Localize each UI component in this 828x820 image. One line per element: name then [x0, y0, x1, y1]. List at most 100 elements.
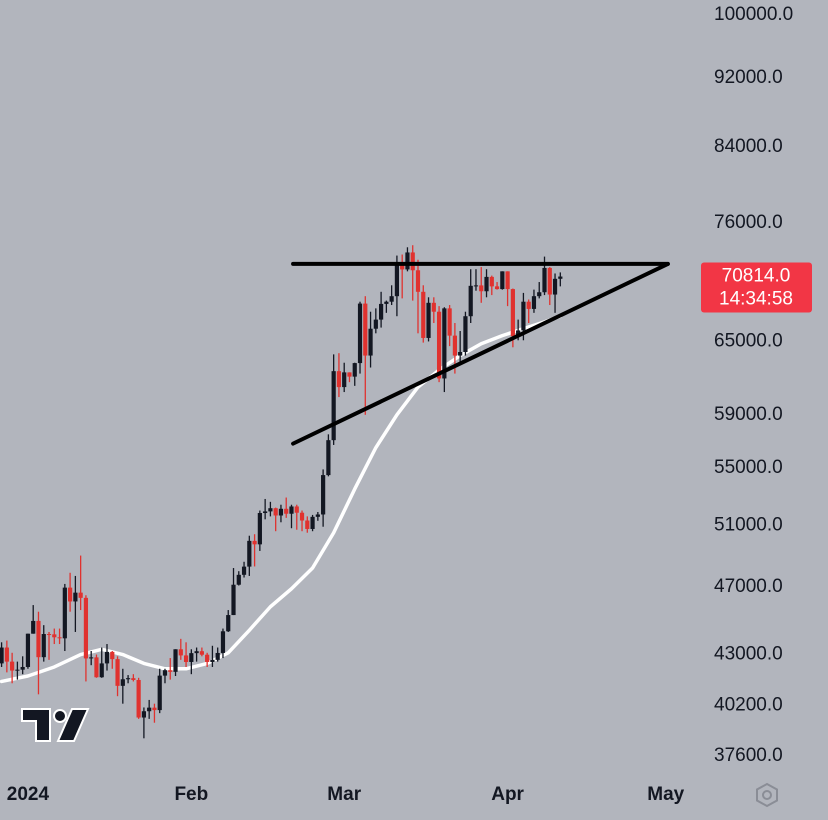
candle-body	[0, 647, 4, 664]
candle-body	[4, 647, 9, 662]
candle-body	[289, 506, 294, 514]
candle-body	[15, 669, 20, 671]
y-tick-label: 55000.0	[714, 457, 783, 478]
candle-body	[194, 651, 199, 654]
candle-body	[257, 513, 262, 545]
logo-slash	[56, 708, 90, 742]
candle-body	[168, 670, 173, 672]
candle-body	[226, 615, 231, 632]
candle-body	[62, 587, 67, 639]
candle-body	[558, 276, 563, 279]
candle-body	[220, 631, 226, 653]
candle-body	[25, 633, 31, 667]
candle-body	[210, 659, 215, 662]
candle-body	[378, 303, 384, 320]
x-axis: 2024 Feb Mar Apr May	[7, 784, 685, 805]
candle-body	[552, 278, 558, 295]
candle-body	[342, 372, 347, 388]
candle-body	[505, 271, 510, 290]
candle-body	[236, 574, 241, 585]
candle-body	[131, 678, 136, 680]
candle-body	[231, 584, 236, 616]
candle-body	[442, 308, 447, 379]
x-tick-label: Apr	[491, 784, 524, 805]
candle-body	[389, 296, 394, 302]
moving-average	[0, 314, 563, 684]
candle-body	[436, 311, 442, 379]
candle-body	[336, 371, 342, 388]
candle-body	[531, 296, 537, 309]
candle-body	[537, 292, 542, 297]
x-tick-label: Mar	[327, 784, 361, 805]
candle-body	[141, 711, 147, 718]
countdown: 14:34:58	[719, 289, 793, 310]
candle-body	[315, 514, 320, 517]
candle-body	[152, 707, 157, 711]
logo	[21, 708, 90, 742]
candle-body	[189, 653, 194, 662]
price-label: 70814.0	[722, 266, 791, 287]
candle-body	[284, 508, 289, 514]
candle-body	[278, 508, 284, 516]
x-tick-label: May	[647, 784, 684, 805]
price-label-box	[701, 262, 812, 313]
candle-body	[115, 659, 120, 686]
candle-body	[183, 655, 189, 662]
candle-body	[31, 620, 36, 634]
candle-body	[473, 285, 479, 287]
candle-body	[347, 372, 352, 377]
candle-body	[252, 540, 257, 545]
x-tick-label: Feb	[174, 784, 208, 805]
candle-body	[400, 262, 405, 270]
candle-body	[321, 475, 326, 515]
y-tick-label: 65000.0	[714, 330, 783, 351]
candle-body	[36, 620, 41, 658]
candle-body	[426, 302, 431, 338]
candle-body	[125, 678, 131, 680]
candle-body	[68, 587, 73, 602]
candle-body	[73, 592, 78, 602]
candle-body	[468, 285, 473, 317]
candle-body	[479, 285, 484, 292]
candle-body	[199, 651, 204, 655]
y-tick-label: 76000.0	[714, 212, 783, 233]
candle-body	[178, 649, 183, 656]
candle-body	[215, 652, 220, 660]
candle-body	[458, 352, 463, 356]
candle-body	[310, 516, 315, 529]
logo-t	[21, 708, 51, 742]
candle-body	[136, 679, 141, 718]
candle-body	[104, 651, 110, 664]
y-tick-label: 37600.0	[714, 745, 783, 766]
candle-body	[10, 661, 15, 671]
y-tick-label: 92000.0	[714, 67, 783, 88]
candle-body	[521, 301, 526, 331]
plot-area: 100000.0 92000.0 84000.0 76000.0 65000.0 5900…	[0, 4, 793, 805]
candle-body	[500, 271, 505, 290]
candle-body	[410, 252, 415, 271]
y-tick-label: 47000.0	[714, 576, 783, 597]
candle-body	[46, 634, 52, 636]
y-tick-label: 51000.0	[714, 514, 783, 535]
candle-body	[373, 319, 378, 329]
y-tick-label: 100000.0	[714, 4, 793, 25]
candle-body	[489, 276, 494, 287]
candle-body	[94, 657, 99, 678]
candle-body	[147, 707, 152, 712]
candle-body	[421, 291, 426, 338]
candle-body	[484, 276, 489, 292]
candle-body	[247, 540, 252, 567]
candle-body	[542, 267, 547, 293]
candle-body	[120, 679, 125, 686]
candle-body	[162, 670, 168, 676]
candle-body	[305, 520, 310, 529]
candle-body	[447, 308, 452, 336]
candle-body	[431, 302, 436, 312]
settings-icon[interactable]	[756, 782, 778, 808]
candle-body	[510, 289, 515, 337]
candle-body	[110, 651, 115, 660]
trendline	[291, 261, 670, 446]
candle-body	[352, 363, 357, 377]
